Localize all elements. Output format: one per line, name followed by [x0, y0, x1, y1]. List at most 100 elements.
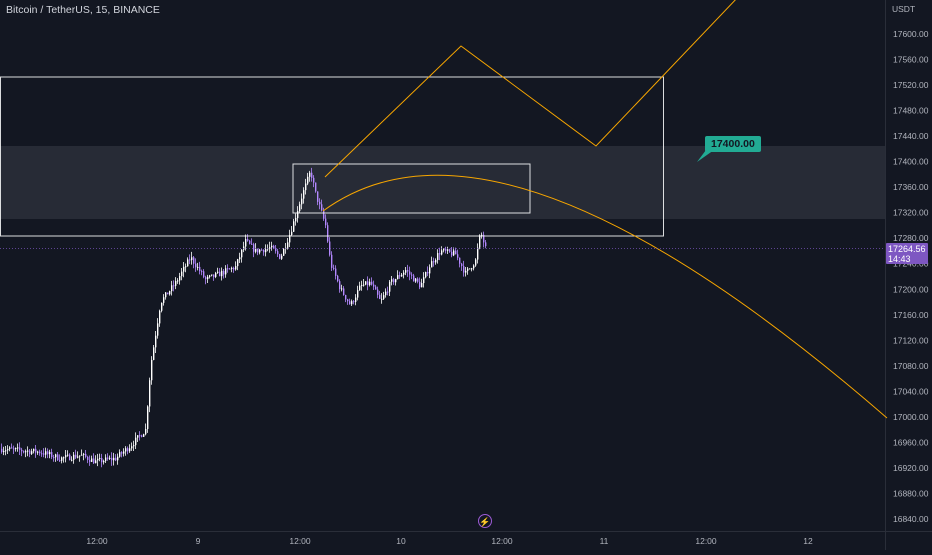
candle-down: [273, 245, 275, 249]
candle-up: [181, 271, 183, 277]
candle-up: [81, 454, 83, 456]
candles: [1, 167, 487, 468]
candle-down: [463, 266, 465, 273]
candle-up: [291, 231, 293, 236]
candle-down: [315, 182, 317, 192]
time-tick-label: 11: [600, 536, 609, 546]
zone-band[interactable]: [0, 146, 885, 219]
candle-up: [239, 257, 241, 260]
candle-up: [473, 265, 475, 269]
price-tick-label: 17400.00: [893, 157, 929, 167]
candle-up: [299, 204, 301, 212]
candle-up: [359, 285, 361, 291]
candle-down: [205, 277, 207, 280]
candle-down: [261, 249, 263, 251]
candle-up: [169, 291, 171, 295]
candle-down: [51, 452, 53, 458]
candle-down: [343, 288, 345, 296]
candle-up: [341, 288, 343, 290]
candle-down: [19, 447, 21, 450]
candle-up: [117, 456, 119, 461]
candle-up: [77, 456, 79, 458]
candle-up: [453, 250, 455, 256]
candle-down: [213, 274, 215, 277]
candle-up: [447, 249, 449, 251]
candle-down: [275, 248, 277, 252]
candle-up: [171, 285, 173, 292]
symbol-title[interactable]: Bitcoin / TetherUS, 15, BINANCE: [6, 4, 160, 16]
candle-up: [465, 270, 467, 273]
candle-up: [225, 268, 227, 275]
candle-up: [245, 239, 247, 247]
candle-up: [435, 259, 437, 263]
candle-up: [421, 283, 423, 288]
candle-down: [59, 460, 61, 462]
candle-up: [271, 245, 273, 248]
price-tick-label: 17120.00: [893, 335, 929, 345]
price-note-label[interactable]: 17400.00: [705, 136, 761, 152]
candle-down: [419, 281, 421, 288]
candle-down: [11, 447, 13, 449]
candle-down: [417, 278, 419, 282]
candle-up: [61, 457, 63, 461]
candle-up: [369, 281, 371, 286]
candle-up: [293, 221, 295, 232]
candle-down: [87, 456, 89, 460]
candle-up: [425, 272, 427, 278]
candle-up: [55, 454, 57, 458]
candle-up: [363, 284, 365, 286]
candle-up: [391, 279, 393, 282]
candle-up: [27, 450, 29, 452]
candle-down: [35, 448, 37, 453]
candle-down: [277, 251, 279, 255]
candle-up: [155, 335, 157, 348]
candle-down: [53, 457, 55, 459]
small-rectangle-drawing[interactable]: [292, 163, 531, 214]
price-tick-label: 17560.00: [893, 55, 929, 65]
candle-down: [13, 448, 15, 450]
candle-down: [101, 458, 103, 463]
candle-down: [461, 263, 463, 267]
arc-drawing[interactable]: [322, 174, 888, 419]
candle-down: [327, 225, 329, 242]
candle-down: [329, 241, 331, 255]
candle-down: [325, 218, 327, 226]
candle-up: [265, 249, 267, 253]
candle-down: [399, 275, 401, 277]
price-axis[interactable]: 17600.00 17560.00 17520.00 17480.00 17440.00…: [893, 29, 929, 524]
candle-up: [283, 248, 285, 256]
price-tick-label: 17320.00: [893, 208, 929, 218]
candle-up: [163, 297, 165, 303]
candle-down: [173, 285, 175, 287]
candle-up: [137, 435, 139, 438]
candle-down: [41, 453, 43, 455]
candle-down: [427, 272, 429, 274]
candle-down: [379, 294, 381, 299]
candle-up: [143, 434, 145, 437]
price-tick-label: 17160.00: [893, 310, 929, 320]
candle-down: [195, 263, 197, 268]
candle-down: [337, 275, 339, 282]
lightning-icon[interactable]: ⚡: [478, 514, 492, 528]
candle-down: [455, 250, 457, 255]
candle-up: [5, 450, 7, 452]
candle-down: [227, 268, 229, 270]
candle-up: [7, 449, 9, 451]
candle-down: [247, 239, 249, 241]
time-axis[interactable]: 12:00 9 12:00 10 12:00 11 12:00 12: [86, 536, 813, 546]
candle-down: [339, 281, 341, 290]
candle-up: [103, 460, 105, 463]
candle-down: [373, 284, 375, 287]
candle-up: [3, 450, 5, 453]
zigzag-drawing[interactable]: [324, 0, 740, 178]
candle-down: [43, 453, 45, 455]
candle-up: [211, 274, 213, 276]
candle-down: [141, 435, 143, 437]
candle-up: [209, 275, 211, 277]
candle-up: [471, 268, 473, 270]
candle-down: [89, 459, 91, 462]
time-tick-label: 9: [196, 536, 201, 546]
large-rectangle-drawing[interactable]: [0, 76, 664, 237]
candle-up: [303, 190, 305, 199]
